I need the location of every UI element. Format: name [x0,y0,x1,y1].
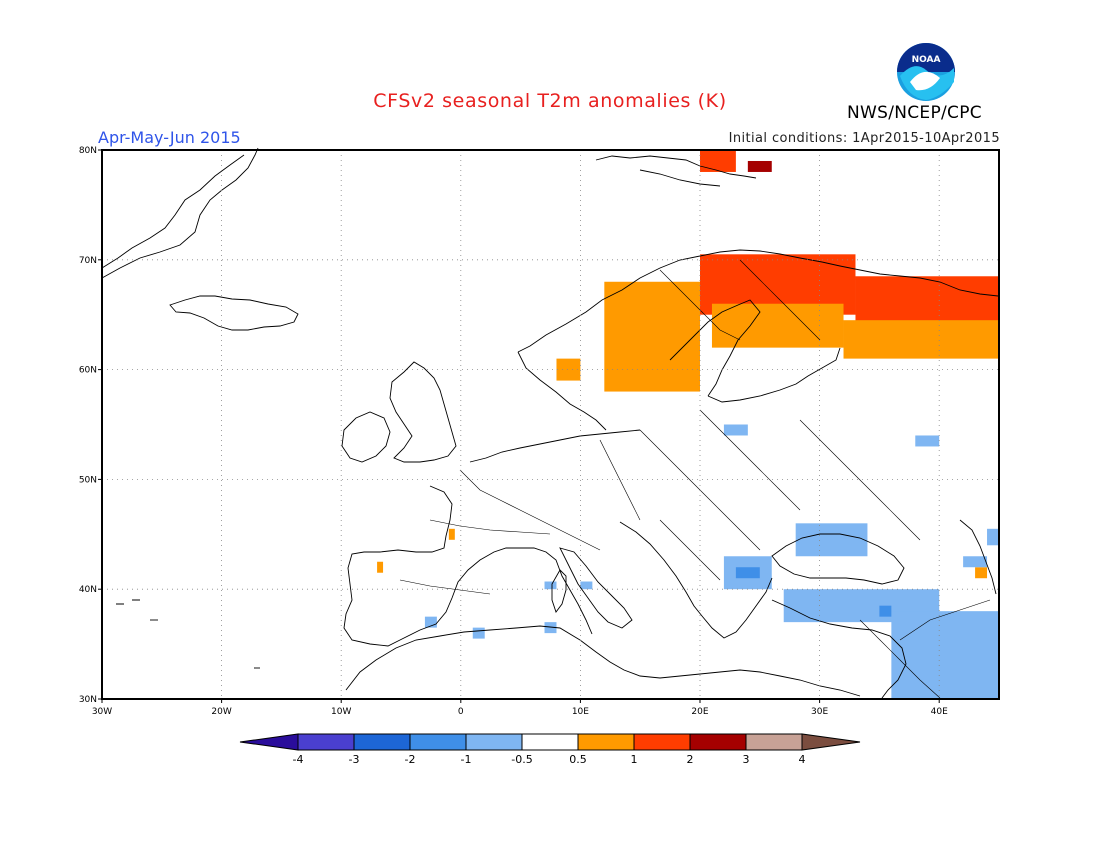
anomaly-cell-warm_0.5-3-2 [843,320,999,359]
anomaly-cell-cool_0.5-4-11 [987,528,999,546]
anomaly-cell-cool_0.5-4-3 [795,523,868,557]
legend-box-3 [409,733,467,751]
anomaly-cell-warm_0.5-3-5 [377,561,384,573]
lat-tick-label-70N: 70N [79,256,97,266]
anomaly-cell-warm_0.5-3-0 [604,281,700,392]
season-label: Apr-May-Jun 2015 [98,128,241,147]
legend-label-4: -0.5 [511,753,532,766]
anomaly-cell-warm_2-1-0 [747,160,772,172]
anomaly-cell-cool_0.5-4-8 [544,622,557,634]
legend-box-9 [745,733,803,751]
coastlines [101,147,999,699]
map-frame [101,149,1000,700]
legend-box-7 [633,733,691,751]
agency-label: NWS/NCEP/CPC [847,103,982,123]
lat-tick-label-50N: 50N [79,475,97,485]
lon-tick-label-0: 0 [458,707,464,717]
lon-tick-label-20W: 20W [211,707,231,717]
anomaly-cells [377,150,999,699]
initial-conditions-label: Initial conditions: 1Apr2015-10Apr2015 [728,131,1000,146]
anomaly-cell-warm_0.5-3-6 [975,567,988,579]
legend-label-9: 4 [799,753,806,766]
axis-ticks: 30W 20W 10W 0 10E 20E 30E 40E 30N 40N 50N 60N 70N 80N [79,146,948,717]
anomaly-cell-cool_0.5-4-9 [544,581,557,590]
legend-box-6 [577,733,635,751]
legend-label-2: -2 [405,753,416,766]
lon-tick-label-30E: 30E [811,707,828,717]
noaa-logo-text: NOAA [912,55,941,65]
legend-box-5 [521,733,579,751]
anomaly-cell-warm_0.5-3-3 [556,358,581,381]
legend-box-4 [465,733,523,751]
lon-tick-label-10E: 10E [572,707,589,717]
anomaly-cell-cool_0.5-4-5 [723,424,748,436]
legend-box-8 [689,733,747,751]
anomaly-cell-cool_1-5-1 [735,567,760,579]
chart-title: CFSv2 seasonal T2m anomalies (K) [373,90,727,112]
anomaly-cell-cool_0.5-4-12 [963,556,988,568]
anomaly-cell-cool_0.5-4-10 [580,581,593,590]
anomaly-cell-warm_1-0-1 [700,150,736,172]
legend-label-8: 3 [743,753,750,766]
legend-box-1 [297,733,355,751]
lat-tick-label-80N: 80N [79,146,97,156]
lon-tick-label-30W: 30W [92,707,112,717]
lon-tick-label-20E: 20E [691,707,708,717]
anomaly-cell-cool_0.5-4-7 [472,627,485,639]
anomaly-cell-cool_0.5-4-1 [891,611,999,699]
legend-label-0: -4 [293,753,304,766]
legend-box-2 [353,733,411,751]
lat-tick-label-30N: 30N [79,695,97,705]
legend-label-1: -3 [349,753,360,766]
legend-label-6: 1 [631,753,638,766]
anomaly-cell-warm_1-2-1 [855,276,999,326]
anomaly-cell-warm_0.5-3-4 [448,528,455,540]
legend-arrow-high [801,733,861,751]
anomaly-cell-cool_0.5-4-6 [424,616,437,628]
lat-tick-label-40N: 40N [79,585,97,595]
anomaly-cell-warm_0.5-3-1 [711,303,844,348]
lon-tick-label-10W: 10W [331,707,351,717]
legend-label-5: 0.5 [569,753,587,766]
anomaly-cell-cool_1-5-0 [879,605,892,617]
legend-label-3: -1 [461,753,472,766]
legend-label-7: 2 [687,753,694,766]
lon-tick-label-40E: 40E [931,707,948,717]
anomaly-cell-cool_0.5-4-4 [915,435,940,447]
lat-tick-label-60N: 60N [79,366,97,376]
noaa-logo: NOAA [897,43,955,101]
legend-arrow-low [239,733,299,751]
